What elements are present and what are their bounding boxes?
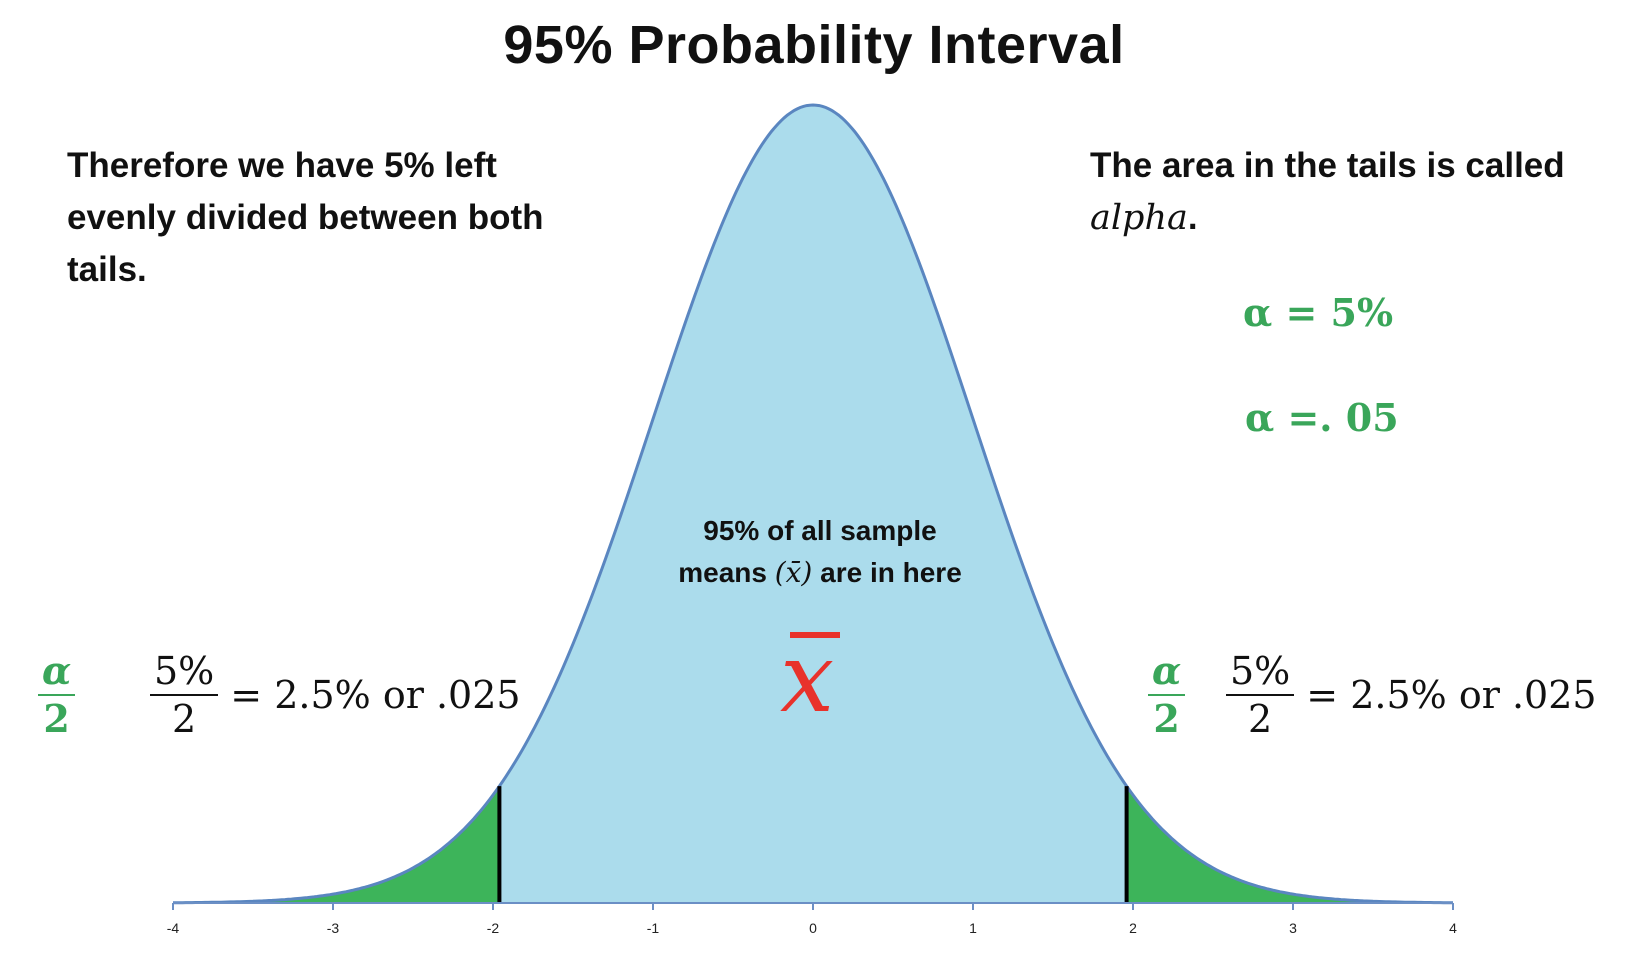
x-tick-label: 2 <box>1129 920 1137 936</box>
mean-symbol: x <box>780 630 840 726</box>
percent-denominator: 2 <box>1248 697 1273 741</box>
right-note: The area in the tails is called alpha. <box>1090 140 1610 244</box>
right-note-text: The area in the tails is called <box>1090 146 1565 185</box>
alpha-equals-decimal: α =. 05 <box>1245 395 1399 440</box>
fraction-bar <box>38 694 76 696</box>
x-tick-label: -3 <box>327 920 340 936</box>
x-tick-label: 4 <box>1449 920 1457 936</box>
mean-letter: x <box>780 622 835 734</box>
mean-overline <box>790 632 840 638</box>
right-note-end: . <box>1187 198 1198 237</box>
alpha-over-two-right: α 2 <box>1148 648 1186 742</box>
percent-fraction: 5% 2 <box>1226 648 1295 742</box>
center-note-line2: means (x̄) are in here <box>640 552 1000 594</box>
curve-line <box>173 103 1453 905</box>
percent-denominator: 2 <box>172 697 197 741</box>
split-result: = 2.5% or .025 <box>1306 673 1597 717</box>
x-tick-label: -1 <box>647 920 660 936</box>
x-tick-label: -4 <box>167 920 180 936</box>
percent-fraction: 5% 2 <box>150 648 219 742</box>
alpha-denominator: 2 <box>1153 696 1180 741</box>
percent-numerator: 5% <box>1230 649 1291 693</box>
alpha-term: alpha <box>1090 198 1188 238</box>
sample-mean-symbol: (x̄) <box>774 556 813 589</box>
tail-split-left: 5% 2 = 2.5% or .025 <box>150 648 521 742</box>
center-note-line1: 95% of all sample <box>703 515 937 546</box>
alpha-denominator: 2 <box>43 696 70 741</box>
x-tick-label: 3 <box>1289 920 1297 936</box>
left-note: Therefore we have 5% left evenly divided… <box>67 146 544 289</box>
x-axis-ticks: -4 -3 -2 -1 0 1 2 3 4 <box>167 903 1457 936</box>
alpha-numerator: α <box>42 648 72 693</box>
tail-split-right: 5% 2 = 2.5% or .025 <box>1226 648 1597 742</box>
left-tail-area <box>173 786 500 903</box>
x-tick-label: -2 <box>487 920 500 936</box>
alpha-over-two-left: α 2 <box>38 648 76 742</box>
alpha-equals-percent: α = 5% <box>1243 290 1394 335</box>
central-area <box>499 105 1127 903</box>
chart-title: 95% Probability Interval <box>503 15 1125 75</box>
x-tick-label: 0 <box>809 920 817 936</box>
center-note-start: means <box>678 557 775 588</box>
fraction-bar <box>1226 694 1295 696</box>
fraction-bar <box>1148 694 1186 696</box>
percent-numerator: 5% <box>154 649 215 693</box>
center-note: 95% of all sample means (x̄) are in here <box>640 510 1000 594</box>
center-note-end: are in here <box>812 557 962 588</box>
x-tick-label: 1 <box>969 920 977 936</box>
alpha-numerator: α <box>1152 648 1182 693</box>
split-result: = 2.5% or .025 <box>230 673 521 717</box>
fraction-bar <box>150 694 219 696</box>
right-tail-area <box>1126 786 1453 903</box>
